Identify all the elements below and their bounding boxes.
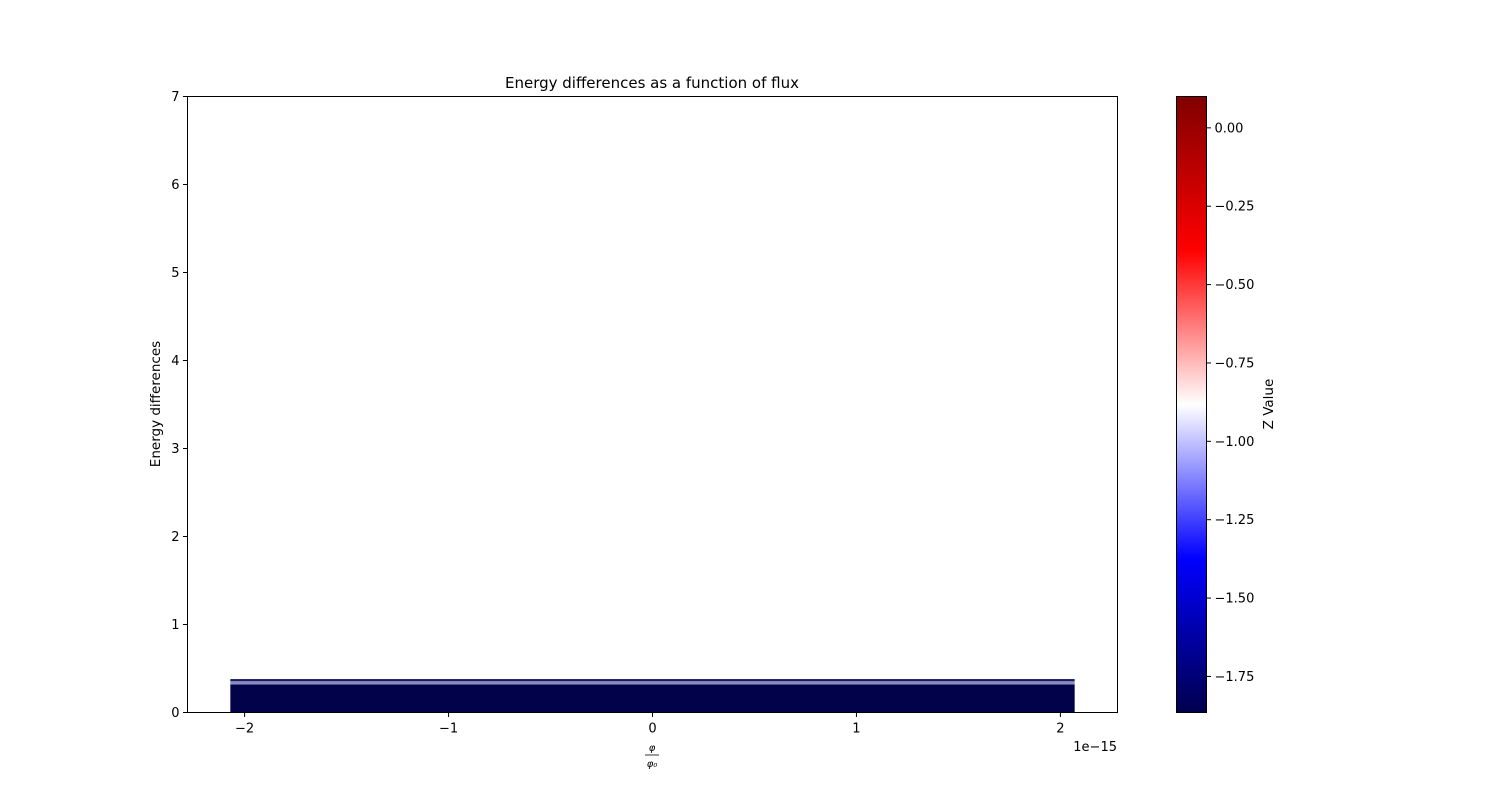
colorbar-tick-label: −1.75 [1215,670,1255,685]
colorbar-body [1176,96,1207,713]
colorbar-tick-label: −0.25 [1215,200,1255,215]
plot-frame [187,96,1118,713]
y-tick-label: 1 [171,618,179,633]
x-axis-label: φ φ₀ [645,743,659,770]
x-axis-offset-text: 1e−15 [1073,740,1117,755]
y-tick-label: 6 [171,178,179,193]
y-tick-label: 5 [171,266,179,281]
x-tick-label: 0 [648,722,656,737]
x-tick-label: −1 [439,722,458,737]
colorbar-tick-label: 0.00 [1215,121,1244,136]
colorbar-tick-label: −0.75 [1215,356,1255,371]
y-axis-label: Energy differences [148,341,164,467]
y-tick-label: 3 [171,442,179,457]
x-tick-label: 1 [852,722,860,737]
colorbar-tick-label: −1.25 [1215,513,1255,528]
colorbar-tick-label: −0.50 [1215,278,1255,293]
y-tick-label: 0 [171,706,179,721]
x-axis-ticks: −2 −1 0 1 2 [235,712,1065,737]
colorbar-tick-label: −1.50 [1215,592,1255,607]
y-tick-label: 7 [171,90,179,105]
x-axis-label-denominator: φ₀ [647,759,658,770]
x-tick-label: −2 [235,722,254,737]
colorbar: 0.00−0.25−0.50−0.75−1.00−1.25−1.50−1.75 … [1176,96,1277,713]
heatmap-band-1 [230,681,1075,685]
x-axis-label-numerator: φ [649,743,656,754]
plot-area: −2 −1 0 1 2 0 1 2 3 4 5 6 7 [171,90,1118,737]
y-tick-label: 2 [171,530,179,545]
x-tick-label: 2 [1056,722,1064,737]
colorbar-tick-label: −1.00 [1215,435,1255,450]
heatmap-bands [230,679,1075,713]
chart-title: Energy differences as a function of flux [505,74,799,92]
colorbar-label: Z Value [1261,379,1277,430]
y-axis-ticks: 0 1 2 3 4 5 6 7 [171,90,188,721]
heatmap-band-0 [230,684,1075,713]
colorbar-ticks: 0.00 −0.25 −0.50 −0.75 −1.00 −1.25 −1.50 −1.75 [1206,121,1255,685]
y-tick-label: 4 [171,354,179,369]
heatmap-band-2 [230,679,1075,682]
